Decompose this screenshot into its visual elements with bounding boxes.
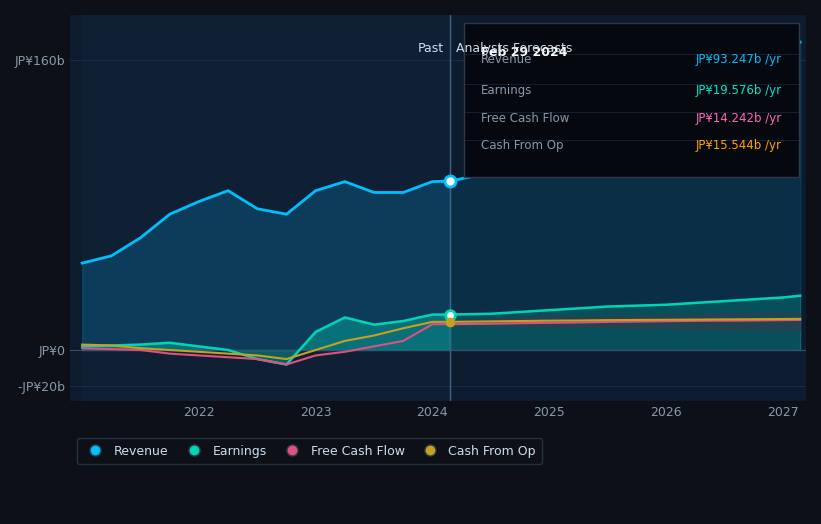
Bar — [82, 15, 450, 401]
Text: Past: Past — [418, 42, 444, 55]
Bar — [450, 15, 812, 401]
Text: Analysts Forecasts: Analysts Forecasts — [456, 42, 572, 55]
Legend: Revenue, Earnings, Free Cash Flow, Cash From Op: Revenue, Earnings, Free Cash Flow, Cash … — [76, 439, 542, 464]
